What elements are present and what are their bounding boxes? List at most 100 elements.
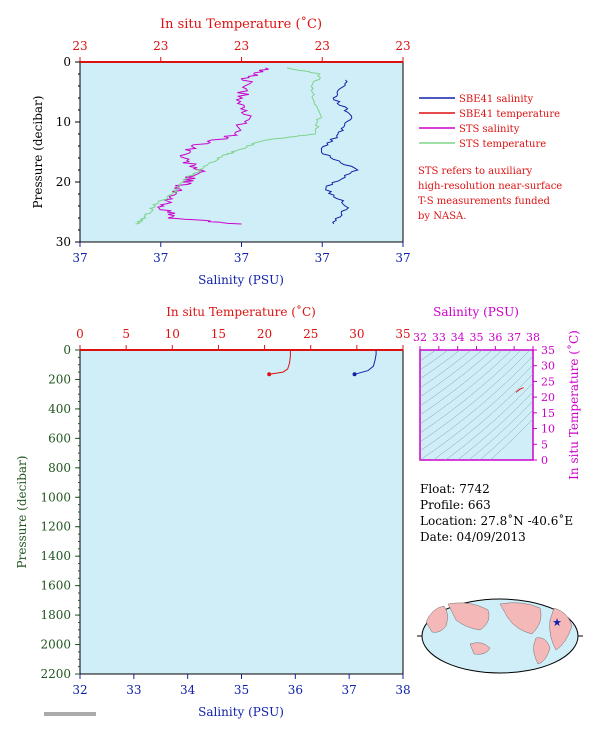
bottom-salinity-axis-title: Salinity (PSU) bbox=[198, 705, 284, 719]
top-salinity-tick-label: 37 bbox=[315, 251, 330, 265]
top-temp-tick-label: 23 bbox=[315, 39, 330, 53]
bottom-temperature-end-marker bbox=[267, 372, 272, 377]
bottom-pressure-tick-label: 1400 bbox=[40, 549, 71, 563]
top-chart-ticks: 23 23 23 23 23 37 37 37 37 37 0 10 20 30 bbox=[56, 39, 411, 265]
bottom-salinity-tick-label: 37 bbox=[342, 683, 357, 697]
ts-plot-area bbox=[419, 349, 534, 461]
ts-isoline bbox=[479, 409, 533, 460]
top-pressure-tick-label: 20 bbox=[56, 175, 71, 189]
float-location-star: ★ bbox=[552, 616, 562, 629]
legend-label: STS temperature bbox=[459, 139, 546, 150]
ts-temp-tick-label: 15 bbox=[541, 407, 555, 420]
top-pressure-tick-label: 10 bbox=[56, 115, 71, 129]
ts-isoline bbox=[445, 382, 533, 460]
top-salinity-tick-label: 37 bbox=[234, 251, 249, 265]
legend-note-line: T-S measurements funded bbox=[418, 196, 550, 207]
footer-smudge bbox=[44, 712, 96, 716]
bottom-pressure-tick-label: 1000 bbox=[40, 490, 71, 504]
map-landmasses bbox=[425, 602, 573, 665]
ts-isoline bbox=[420, 350, 437, 362]
top-chart: In situ Temperature (˚C) Pressure (decib… bbox=[31, 16, 411, 287]
land-south-america bbox=[533, 637, 551, 665]
top-temp-tick-label: 23 bbox=[72, 39, 87, 53]
bottom-temp-tick-label: 20 bbox=[257, 327, 272, 341]
top-pressure-tick-label: 30 bbox=[56, 235, 71, 249]
ts-isoline bbox=[457, 391, 533, 460]
bottom-salinity-profile bbox=[354, 350, 377, 375]
date-text: Date: 04/09/2013 bbox=[420, 530, 526, 544]
ts-salinity-tick-label: 37 bbox=[507, 331, 521, 344]
bottom-salinity-tick-label: 33 bbox=[126, 683, 141, 697]
ts-isoline bbox=[420, 350, 522, 434]
ts-isoline bbox=[489, 418, 533, 460]
ts-salinity-tick-label: 34 bbox=[451, 331, 465, 344]
footer-note bbox=[44, 712, 96, 716]
ts-chart-ticks: 32 33 34 35 36 37 38 0 5 10 15 20 25 30 35 bbox=[413, 331, 555, 467]
bottom-salinity-end-marker bbox=[352, 372, 357, 377]
ts-salinity-axis-title: Salinity (PSU) bbox=[433, 305, 519, 319]
top-temp-tick-label: 23 bbox=[234, 39, 249, 53]
bottom-temp-tick-label: 5 bbox=[122, 327, 130, 341]
ts-temp-tick-label: 5 bbox=[541, 438, 548, 451]
bottom-temp-tick-label: 25 bbox=[303, 327, 318, 341]
bottom-temp-tick-label: 35 bbox=[395, 327, 410, 341]
ts-chart: Salinity (PSU) In situ Temperature (˚C) … bbox=[413, 239, 581, 480]
ts-salinity-tick-label: 38 bbox=[526, 331, 540, 344]
bottom-plot-area bbox=[79, 349, 404, 675]
bottom-pressure-tick-label: 200 bbox=[48, 372, 71, 386]
land-europe-africa bbox=[549, 607, 573, 651]
ts-isoline bbox=[420, 350, 461, 380]
ts-isoline bbox=[420, 350, 483, 398]
legend-note-line: high-resolution near-surface bbox=[418, 181, 562, 192]
bottom-salinity-tick-label: 32 bbox=[72, 683, 87, 697]
legend-note-line: by NASA. bbox=[418, 211, 466, 222]
bottom-temp-tick-label: 15 bbox=[211, 327, 226, 341]
ts-salinity-tick-label: 36 bbox=[488, 331, 502, 344]
bottom-pressure-tick-label: 1600 bbox=[40, 579, 71, 593]
top-pressure-axis-title: Pressure (decibar) bbox=[31, 96, 45, 209]
ts-isoline bbox=[420, 239, 533, 334]
ts-isoline bbox=[468, 400, 533, 460]
ts-temp-tick-label: 35 bbox=[541, 344, 555, 357]
ts-salinity-tick-label: 33 bbox=[432, 331, 446, 344]
ts-isoline bbox=[420, 350, 531, 443]
bottom-salinity-tick-label: 38 bbox=[395, 683, 410, 697]
ts-isoline bbox=[420, 364, 533, 460]
legend-label: SBE41 salinity bbox=[459, 94, 534, 105]
ts-temp-tick-label: 0 bbox=[541, 454, 548, 467]
bottom-temperature-profile bbox=[269, 350, 291, 375]
land-north-america bbox=[499, 602, 542, 635]
profile-number-text: Profile: 663 bbox=[420, 498, 491, 512]
bottom-pressure-tick-label: 600 bbox=[48, 431, 71, 445]
bottom-chart: In situ Temperature (˚C) Pressure (decib… bbox=[15, 304, 411, 719]
top-salinity-tick-label: 37 bbox=[395, 251, 410, 265]
sts-salinity-line bbox=[156, 67, 269, 225]
top-plot-area bbox=[79, 61, 404, 243]
float-id-text: Float: 7742 bbox=[420, 482, 490, 496]
legend-note-line: STS refers to auxiliary bbox=[418, 166, 533, 177]
ts-isoline bbox=[420, 350, 513, 425]
ts-isoline bbox=[420, 350, 493, 407]
top-chart-series bbox=[135, 67, 359, 225]
ts-isoline bbox=[420, 350, 449, 371]
legend-label: STS salinity bbox=[459, 124, 520, 135]
bottom-pressure-axis-title: Pressure (decibar) bbox=[15, 456, 29, 569]
top-salinity-axis-title: Salinity (PSU) bbox=[198, 273, 284, 287]
ts-profile-line bbox=[515, 387, 524, 393]
ts-salinity-tick-label: 35 bbox=[470, 331, 484, 344]
ts-isoline bbox=[420, 355, 533, 452]
bottom-pressure-tick-label: 1200 bbox=[40, 520, 71, 534]
top-temp-tick-label: 23 bbox=[153, 39, 168, 53]
bottom-salinity-tick-label: 34 bbox=[180, 683, 196, 697]
ts-chart-series bbox=[515, 387, 524, 393]
bottom-pressure-tick-label: 800 bbox=[48, 461, 71, 475]
world-map: ★ bbox=[417, 598, 583, 674]
bottom-temp-axis-title: In situ Temperature (˚C) bbox=[166, 304, 316, 319]
bottom-pressure-tick-label: 2000 bbox=[40, 638, 71, 652]
ts-temp-tick-label: 25 bbox=[541, 375, 555, 388]
bottom-temp-tick-label: 10 bbox=[165, 327, 180, 341]
legend: SBE41 salinity SBE41 temperature STS salin… bbox=[418, 94, 562, 222]
land-australia bbox=[469, 642, 491, 655]
ts-isoline bbox=[432, 373, 533, 460]
